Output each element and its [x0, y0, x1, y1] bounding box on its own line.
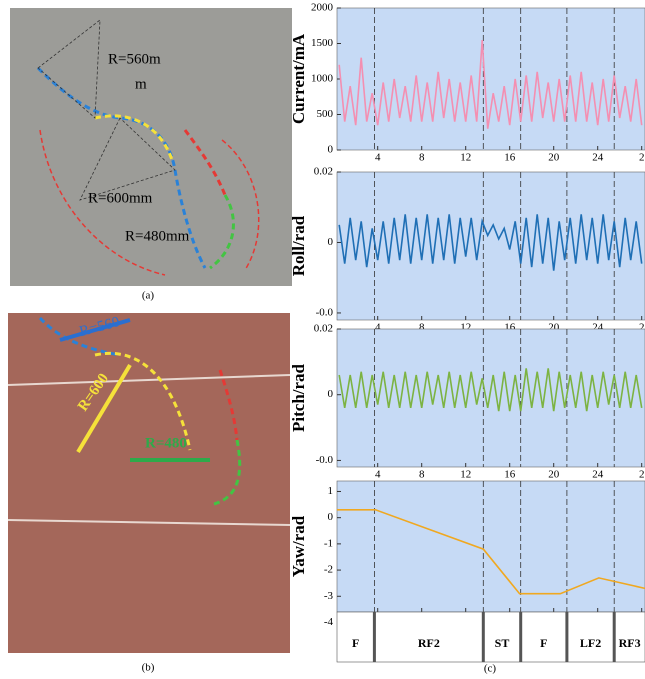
plot-area — [336, 7, 645, 151]
y-tick-label: 1500 — [311, 37, 334, 49]
x-tick-label: 24 — [592, 152, 604, 164]
path-blue — [38, 316, 121, 357]
arrow-yellow — [76, 363, 132, 454]
x-tick-label: 8 — [419, 152, 425, 164]
y-tick-label: 1 — [328, 485, 334, 497]
x-tick-label: 4 — [375, 152, 381, 164]
path-yellow — [94, 351, 192, 451]
x-tick-label: 2 — [639, 322, 645, 334]
series-line — [338, 368, 643, 412]
phase-band: F RF2 ST F LF2 RF3 — [336, 611, 645, 663]
radius-lines — [37, 19, 176, 201]
y-tick-label: 0 — [328, 144, 334, 156]
caption: (a) — [142, 290, 155, 302]
x-tick-label: 16 — [504, 469, 516, 481]
x-tick-label: 16 — [504, 322, 516, 334]
path-green — [209, 439, 242, 507]
y-tick-label: 0.02 — [314, 323, 333, 335]
caption: (c) — [484, 663, 497, 675]
annotation: R=480mm — [125, 228, 190, 244]
track-line — [7, 374, 291, 386]
annotation: R=480 — [145, 435, 187, 451]
arrow-blue — [59, 318, 131, 342]
y-tick-label: 0.02 — [314, 166, 333, 178]
plot-area — [336, 171, 645, 321]
phase-label: F — [352, 636, 359, 650]
annotation: R=560m — [108, 51, 161, 67]
path-yellow — [94, 114, 174, 161]
x-tick-label: 2 — [639, 469, 645, 481]
x-tick-label: 12 — [460, 152, 471, 164]
y-tick-label: 500 — [317, 108, 334, 120]
phase-label: F — [540, 636, 547, 650]
annotation: m — [135, 76, 147, 92]
x-tick-label: 20 — [548, 469, 560, 481]
y-tick-label: 0 — [328, 236, 334, 248]
caption: (b) — [142, 662, 155, 674]
y-tick-label: 0 — [328, 388, 334, 400]
y-tick-label: 1000 — [311, 73, 334, 85]
plot-area — [336, 328, 645, 468]
phase-label: RF2 — [418, 636, 440, 650]
y-axis-label: Current/mA — [289, 33, 308, 124]
x-tick-label: 12 — [460, 322, 471, 334]
arrow-right — [221, 139, 260, 271]
track-line — [7, 519, 291, 526]
y-tick-label: 2000 — [311, 2, 334, 14]
x-tick-label: 2 — [639, 152, 645, 164]
y-tick-label: -0.0 — [316, 306, 334, 318]
y-tick-label: -2 — [324, 564, 333, 576]
path-red — [218, 369, 239, 441]
phase-band-bg — [336, 611, 645, 663]
x-tick-label: 24 — [592, 469, 604, 481]
x-tick-label: 8 — [419, 469, 425, 481]
y-tick-label: -4 — [324, 616, 334, 628]
annotation: R=600mm — [88, 190, 153, 206]
y-tick-label: 0 — [328, 511, 334, 523]
x-tick-label: 16 — [504, 152, 516, 164]
x-tick-label: 20 — [548, 322, 560, 334]
phase-label: ST — [495, 636, 510, 650]
y-axis-label: Roll/rad — [289, 215, 308, 276]
y-tick-label: -0.0 — [316, 454, 334, 466]
photo-a — [10, 8, 292, 286]
y-tick-label: -3 — [324, 590, 334, 602]
y-tick-label: -1 — [324, 537, 333, 549]
y-axis-label: Yaw/rad — [289, 515, 308, 577]
y-axis-label: Pitch/rad — [289, 363, 308, 432]
x-tick-label: 12 — [460, 469, 471, 481]
x-tick-label: 20 — [548, 152, 560, 164]
path-green — [209, 194, 235, 270]
series-line — [338, 214, 643, 271]
phase-label: RF3 — [619, 636, 641, 650]
phase-label: LF2 — [580, 636, 601, 650]
series-line — [338, 39, 643, 129]
x-tick-label: 4 — [375, 322, 381, 334]
x-tick-label: 24 — [592, 322, 604, 334]
series-line — [337, 509, 645, 595]
plot-area — [336, 480, 645, 613]
x-tick-label: 8 — [419, 322, 425, 334]
x-tick-label: 4 — [375, 469, 381, 481]
photo-b — [8, 313, 290, 653]
arrow-left — [39, 129, 166, 276]
